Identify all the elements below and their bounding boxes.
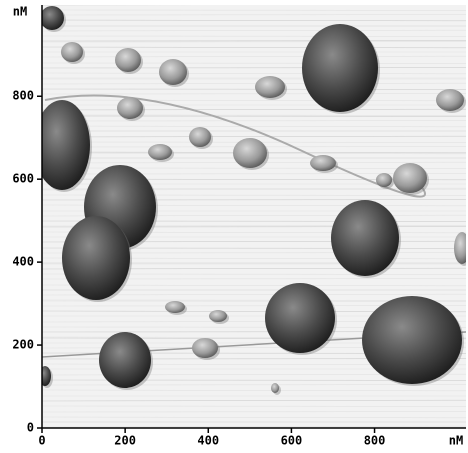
scan-streak	[42, 29, 466, 32]
particle	[362, 296, 462, 384]
scan-streak	[42, 55, 466, 58]
particle	[271, 383, 279, 393]
scan-streak	[42, 293, 466, 296]
y-tick-label: 400	[12, 255, 34, 269]
particle	[454, 232, 466, 264]
particle	[115, 48, 141, 72]
scan-streak	[42, 399, 466, 402]
particle	[310, 155, 336, 171]
particle	[209, 310, 227, 322]
particle	[255, 76, 285, 98]
particle	[265, 283, 335, 353]
x-tick-label: 200	[114, 434, 136, 448]
x-unit: nM	[449, 434, 463, 448]
scan-streak	[42, 99, 466, 102]
scan-streak	[42, 425, 466, 428]
particle	[189, 127, 211, 147]
particle	[159, 59, 187, 85]
scan-streak	[42, 82, 466, 85]
particle	[302, 24, 378, 112]
particle	[165, 301, 185, 313]
particle	[192, 338, 218, 358]
particle	[42, 6, 64, 30]
particle	[42, 100, 90, 190]
scan-streak	[42, 135, 466, 138]
particle	[376, 173, 392, 187]
particle	[148, 144, 172, 160]
particle	[393, 163, 427, 193]
scan-streak	[42, 19, 466, 22]
x-tick-label: 600	[281, 434, 303, 448]
particle	[331, 200, 399, 276]
particle	[117, 97, 143, 119]
particle	[62, 216, 130, 300]
scan-streak	[42, 72, 466, 75]
y-tick-label: 600	[12, 172, 34, 186]
fiber	[44, 94, 426, 198]
scan-streak	[42, 125, 466, 128]
scan-streak	[42, 108, 466, 111]
x-tick-label: 400	[197, 434, 219, 448]
y-tick-label: 0	[27, 421, 34, 435]
y-unit: nM	[13, 5, 27, 19]
scan-streak	[42, 389, 466, 392]
particle	[233, 138, 267, 168]
scan-streak	[42, 5, 202, 6]
particle	[61, 42, 83, 62]
scan-streak	[42, 416, 466, 419]
scan-streak	[42, 46, 466, 49]
y-tick-label: 800	[12, 89, 34, 103]
particle	[42, 366, 51, 386]
particle	[99, 332, 151, 388]
y-tick-label: 200	[12, 338, 34, 352]
particle	[436, 89, 464, 111]
x-tick-label: 800	[364, 434, 386, 448]
scan-image	[42, 5, 466, 428]
x-tick-label: 0	[38, 434, 45, 448]
